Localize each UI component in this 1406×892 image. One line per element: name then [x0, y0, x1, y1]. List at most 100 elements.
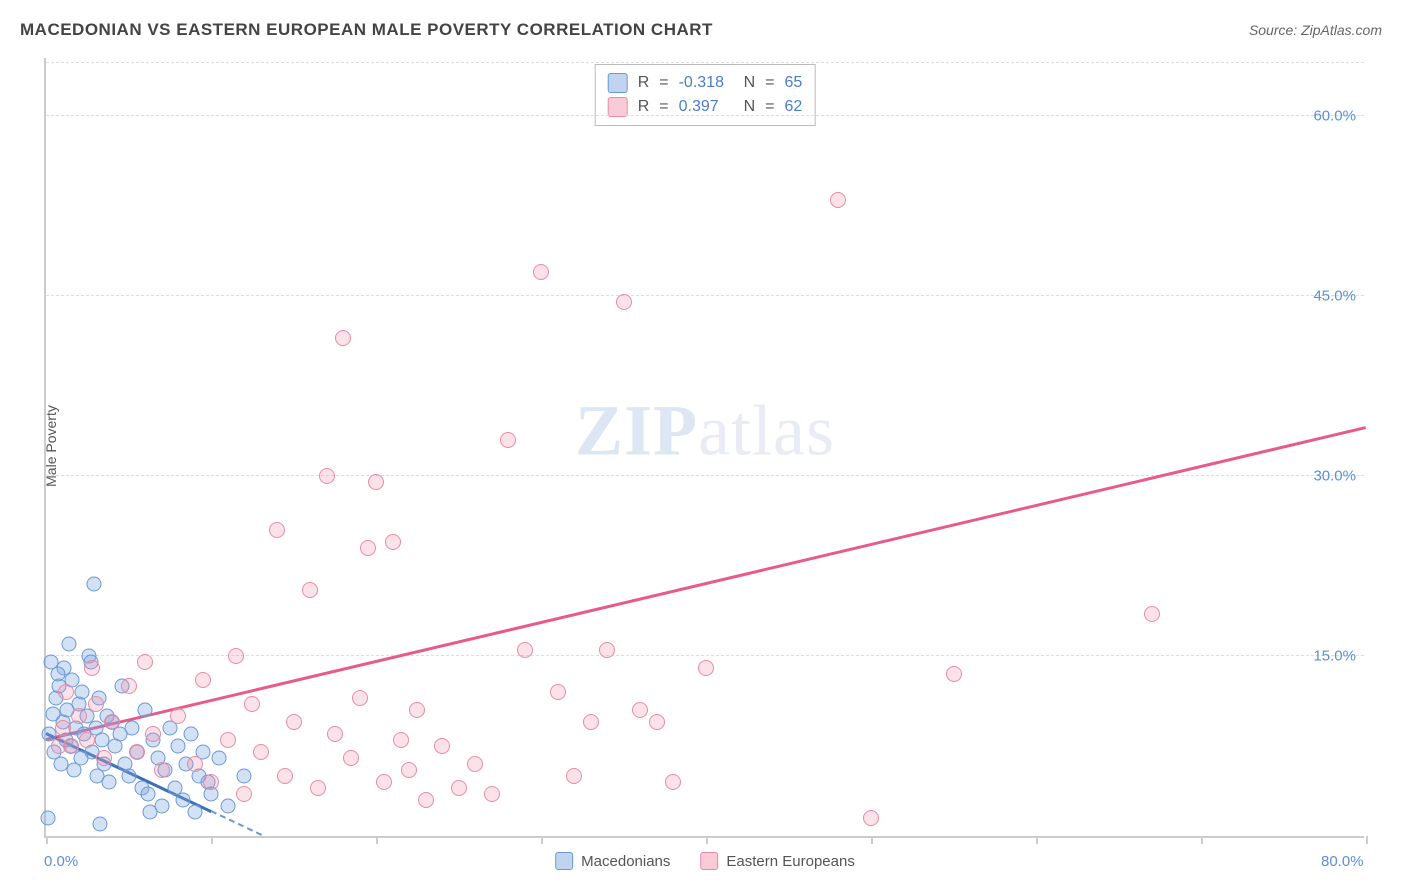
legend-label-eastern-european: Eastern Europeans	[726, 853, 854, 870]
scatter-point-macedonian	[171, 739, 186, 754]
legend-swatch-blue-icon	[608, 73, 628, 93]
scatter-point-eastern-european	[58, 684, 74, 700]
scatter-point-eastern-european	[500, 432, 516, 448]
x-tick	[1036, 836, 1038, 844]
x-tick	[1366, 836, 1368, 844]
scatter-point-eastern-european	[51, 738, 67, 754]
scatter-point-eastern-european	[583, 714, 599, 730]
grid-line	[46, 62, 1364, 63]
scatter-point-eastern-european	[451, 780, 467, 796]
scatter-point-macedonian	[40, 811, 55, 826]
equals-sign: =	[659, 74, 668, 92]
source-label: Source:	[1249, 22, 1301, 38]
scatter-point-eastern-european	[698, 660, 714, 676]
legend-item-macedonian: Macedonians	[555, 852, 670, 870]
scatter-point-eastern-european	[55, 720, 71, 736]
scatter-point-eastern-european	[302, 582, 318, 598]
n-value-eastern-european: 62	[785, 98, 803, 116]
scatter-point-eastern-european	[327, 726, 343, 742]
scatter-point-eastern-european	[368, 474, 384, 490]
scatter-point-eastern-european	[88, 696, 104, 712]
scatter-point-macedonian	[187, 805, 202, 820]
n-label: N	[744, 74, 756, 92]
correlation-legend: R = -0.318 N = 65 R = 0.397 N = 62	[595, 64, 816, 126]
scatter-point-eastern-european	[244, 696, 260, 712]
scatter-point-eastern-european	[84, 660, 100, 676]
scatter-point-macedonian	[142, 805, 157, 820]
scatter-point-macedonian	[175, 793, 190, 808]
legend-swatch-pink-icon	[700, 852, 718, 870]
y-tick-label: 45.0%	[1313, 288, 1356, 305]
scatter-point-eastern-european	[467, 756, 483, 772]
scatter-point-eastern-european	[96, 750, 112, 766]
scatter-point-eastern-european	[121, 678, 137, 694]
y-tick-label: 60.0%	[1313, 108, 1356, 125]
r-label: R	[638, 74, 650, 92]
legend-swatch-pink-icon	[608, 97, 628, 117]
scatter-point-macedonian	[75, 685, 90, 700]
r-value-eastern-european: 0.397	[679, 98, 734, 116]
scatter-point-eastern-european	[616, 294, 632, 310]
x-tick	[376, 836, 378, 844]
scatter-point-macedonian	[101, 775, 116, 790]
legend-label-macedonian: Macedonians	[581, 853, 670, 870]
scatter-point-eastern-european	[418, 792, 434, 808]
equals-sign: =	[765, 74, 774, 92]
scatter-point-macedonian	[124, 721, 139, 736]
scatter-point-eastern-european	[269, 522, 285, 538]
grid-line	[46, 115, 1364, 116]
n-label: N	[744, 98, 756, 116]
scatter-point-eastern-european	[665, 774, 681, 790]
scatter-point-eastern-european	[533, 264, 549, 280]
scatter-point-eastern-european	[277, 768, 293, 784]
scatter-point-eastern-european	[220, 732, 236, 748]
x-tick	[706, 836, 708, 844]
scatter-point-eastern-european	[863, 810, 879, 826]
source-attribution: Source: ZipAtlas.com	[1249, 22, 1382, 38]
r-label: R	[638, 98, 650, 116]
scatter-point-macedonian	[138, 703, 153, 718]
scatter-point-eastern-european	[335, 330, 351, 346]
scatter-point-eastern-european	[236, 786, 252, 802]
equals-sign: =	[765, 98, 774, 116]
x-tick-label: 80.0%	[1321, 853, 1364, 870]
legend-item-eastern-european: Eastern Europeans	[700, 852, 854, 870]
scatter-point-eastern-european	[401, 762, 417, 778]
scatter-point-eastern-european	[1144, 606, 1160, 622]
watermark: ZIPatlas	[575, 390, 835, 473]
scatter-point-eastern-european	[187, 756, 203, 772]
scatter-point-eastern-european	[517, 642, 533, 658]
scatter-point-eastern-european	[129, 744, 145, 760]
scatter-point-eastern-european	[71, 708, 87, 724]
trend-line-eastern-european	[46, 426, 1367, 740]
scatter-point-eastern-european	[79, 732, 95, 748]
chart-plot-area: ZIPatlas R = -0.318 N = 65 R = 0.397 N =…	[44, 58, 1364, 838]
x-tick-label: 0.0%	[44, 853, 78, 870]
legend-swatch-blue-icon	[555, 852, 573, 870]
scatter-point-macedonian	[62, 637, 77, 652]
scatter-point-eastern-european	[310, 780, 326, 796]
legend-row-macedonian: R = -0.318 N = 65	[608, 71, 803, 95]
scatter-point-macedonian	[50, 667, 65, 682]
scatter-point-eastern-european	[393, 732, 409, 748]
scatter-point-eastern-european	[343, 750, 359, 766]
source-name: ZipAtlas.com	[1301, 22, 1382, 38]
scatter-point-eastern-european	[154, 762, 170, 778]
y-tick-label: 30.0%	[1313, 468, 1356, 485]
scatter-point-macedonian	[184, 727, 199, 742]
scatter-point-macedonian	[220, 799, 235, 814]
scatter-point-eastern-european	[195, 672, 211, 688]
scatter-point-macedonian	[86, 577, 101, 592]
scatter-point-eastern-european	[253, 744, 269, 760]
x-tick	[1201, 836, 1203, 844]
scatter-point-macedonian	[121, 769, 136, 784]
scatter-point-eastern-european	[484, 786, 500, 802]
scatter-point-eastern-european	[632, 702, 648, 718]
scatter-point-eastern-european	[137, 654, 153, 670]
equals-sign: =	[659, 98, 668, 116]
scatter-point-eastern-european	[360, 540, 376, 556]
r-value-macedonian: -0.318	[679, 74, 734, 92]
x-tick	[46, 836, 48, 844]
scatter-point-eastern-european	[376, 774, 392, 790]
watermark-rest: atlas	[698, 391, 835, 471]
